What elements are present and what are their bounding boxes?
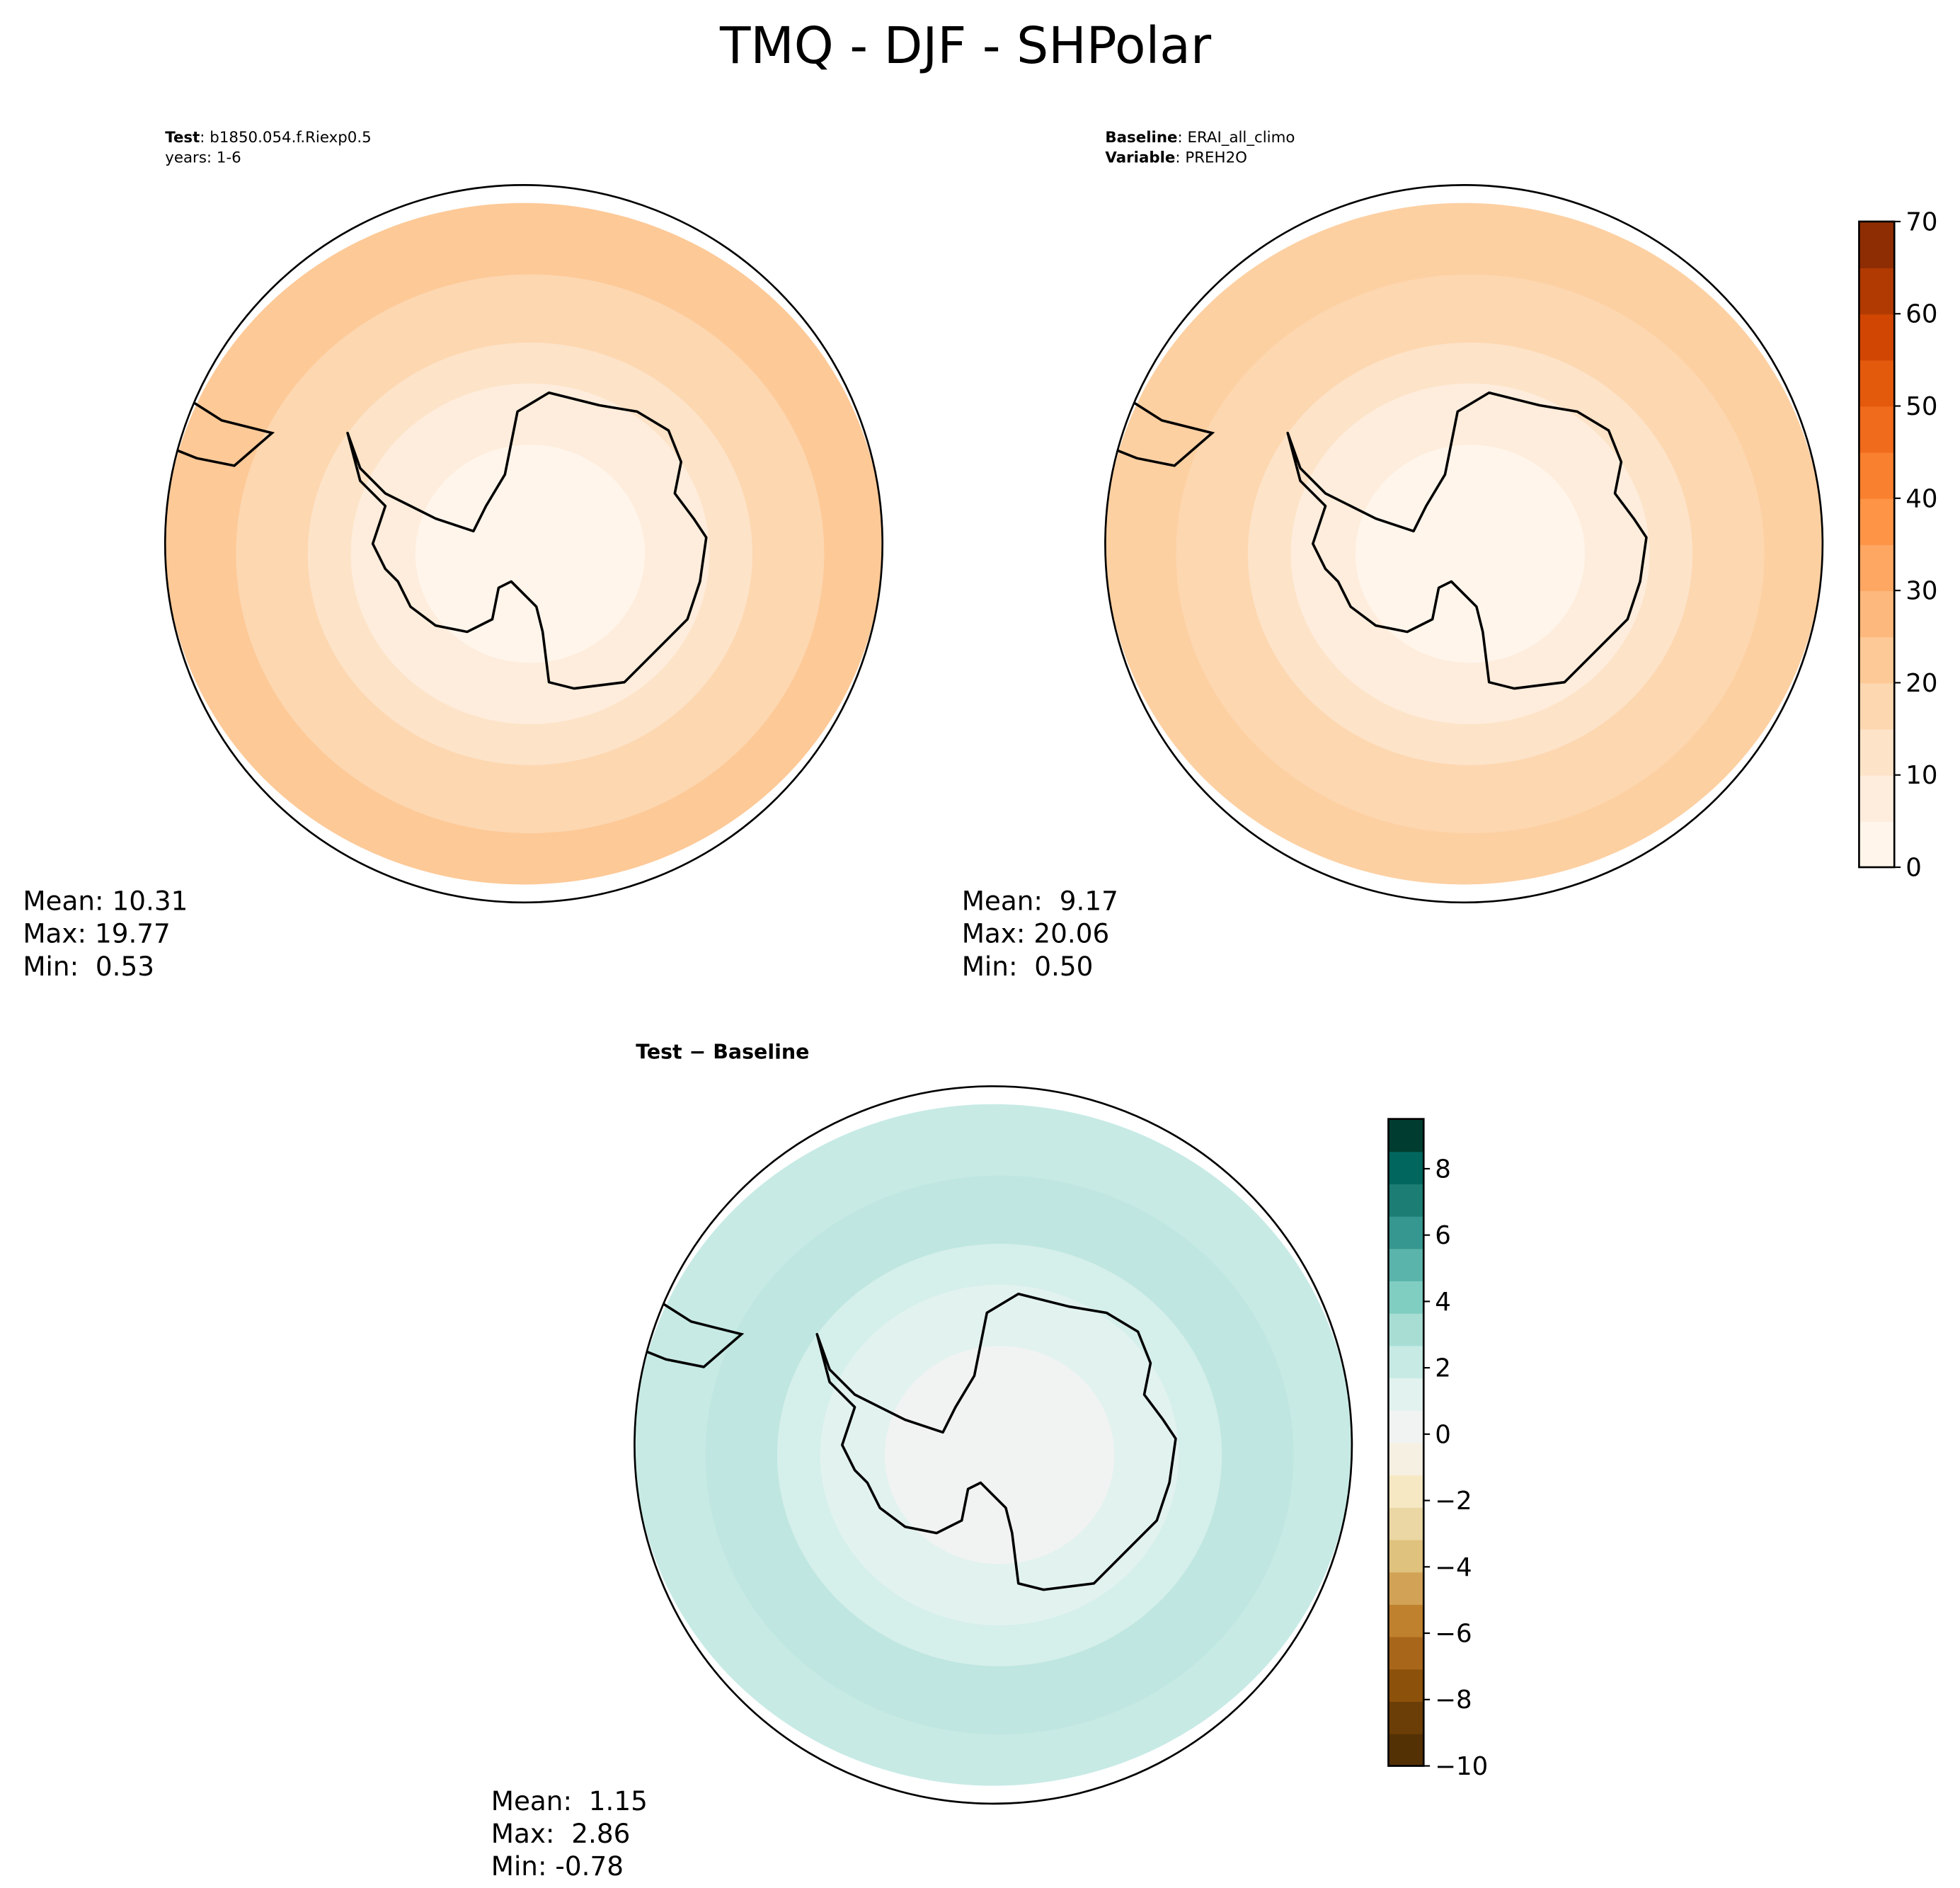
map-field [634,1104,1352,1786]
map-boundary [634,1085,1353,1805]
stat-text: Max: 2.86 [491,1818,631,1849]
colorbar-tick-label: 20 [1905,669,1937,698]
colorbar-band [1388,1184,1424,1217]
colorbar-band [1388,1378,1424,1411]
stat-text: Max: 20.06 [962,918,1109,949]
colorbar-band [1859,314,1895,361]
header-key: Test − Baseline [636,1040,809,1063]
colorbar-tick-label: 0 [1905,853,1922,882]
colorbar-band [1388,1248,1424,1282]
colorbar-band [1388,1475,1424,1508]
colorbar-band [1388,1539,1424,1573]
map-field [1105,202,1823,885]
stat-text: Min: 0.53 [23,951,154,982]
colorbar: 0 10 20 30 40 50 60 70 [1858,207,1937,882]
colorbar-band [1388,1409,1424,1443]
colorbar: −10 −8 −6 −4 −2 0 2 4 6 8 [1387,1118,1488,1781]
colorbar-band [1388,1215,1424,1249]
colorbar-band [1388,1701,1424,1734]
colorbar-band [1859,544,1895,592]
colorbar-band [1388,1604,1424,1637]
colorbar-tick-label: 2 [1435,1354,1451,1383]
stat-text: Min: 0.50 [962,951,1094,982]
panel-header: Test: b1850.054.f.Riexp0.5 [165,129,371,147]
field-contour [1355,445,1586,663]
colorbar-band [1859,221,1895,268]
south-america [165,391,275,467]
map-panel: Test: b1850.054.f.Riexp0.5 years: 1-6 Mean… [23,129,884,982]
stat-text: Mean: 9.17 [962,885,1118,916]
colorbar-band [1859,682,1895,730]
field-contour [415,445,646,663]
colorbar-band [1388,1442,1424,1476]
colorbar-band [1859,268,1895,315]
colorbar-tick-label: 6 [1435,1221,1451,1250]
south-america [1105,391,1215,467]
header-key: Test [165,129,200,147]
colorbar-tick-label: −2 [1435,1487,1472,1516]
colorbar-tick-label: 0 [1435,1420,1451,1449]
header-key: Variable [1105,149,1175,166]
colorbar-band [1859,636,1895,684]
header-value: years: 1-6 [165,149,241,166]
stat-text: Mean: 1.15 [491,1785,648,1817]
colorbar-band [1388,1669,1424,1703]
colorbar-band [1388,1572,1424,1605]
stat-text: Max: 19.77 [23,918,170,949]
colorbar-tick-label: 40 [1905,484,1937,513]
colorbar-tick-label: −6 [1435,1620,1472,1649]
header-value: : ERAI_all_climo [1178,129,1295,147]
colorbar-tick-label: −10 [1435,1752,1488,1781]
colorbar-band [1859,820,1895,868]
header-key: Baseline [1105,129,1177,147]
colorbar-band [1388,1151,1424,1184]
colorbar-tick-label: 50 [1905,392,1937,421]
antarctica [815,1293,1177,1591]
colorbar-band [1859,406,1895,453]
field-contour [884,1346,1115,1564]
colorbar-tick-label: 70 [1905,207,1937,236]
panel-header: years: 1-6 [165,149,241,166]
stat-text: Mean: 10.31 [23,885,188,916]
colorbar-band [1859,498,1895,545]
map-boundary [1104,184,1824,904]
colorbar-band [1388,1281,1424,1314]
colorbar-band [1388,1636,1424,1670]
colorbar-tick-label: −4 [1435,1553,1472,1582]
colorbar-tick-label: −8 [1435,1686,1472,1715]
colorbar-band [1388,1119,1424,1152]
figure-title: TMQ - DJF - SHPolar [719,16,1212,75]
colorbar-band [1388,1312,1424,1346]
antarctica [346,391,708,690]
colorbar-tick-label: 4 [1435,1288,1451,1317]
colorbar-tick-label: 8 [1435,1155,1451,1184]
colorbar-band [1859,590,1895,638]
south-america [634,1292,745,1368]
colorbar-band [1859,774,1895,822]
map-field [165,202,883,885]
colorbar-band [1388,1345,1424,1379]
panel-header: Test − Baseline [636,1040,809,1063]
stat-text: Min: -0.78 [491,1850,624,1882]
colorbar-band [1859,728,1895,776]
colorbar-band [1859,360,1895,407]
antarctica [1286,391,1648,690]
colorbar-frame [1858,220,1896,869]
colorbar-frame [1387,1118,1425,1767]
map-boundary [164,184,884,904]
panel-header: Baseline: ERAI_all_climo [1105,129,1295,147]
panel-header: Variable: PREH2O [1105,149,1247,166]
colorbar-tick-label: 30 [1905,577,1937,606]
header-value: : b1850.054.f.Riexp0.5 [200,129,371,147]
colorbar-tick-label: 60 [1905,300,1937,329]
colorbar-band [1388,1733,1424,1767]
colorbar-band [1388,1506,1424,1540]
colorbar-band [1859,452,1895,499]
colorbar-tick-label: 10 [1905,761,1937,790]
header-value: : PREH2O [1175,149,1247,166]
